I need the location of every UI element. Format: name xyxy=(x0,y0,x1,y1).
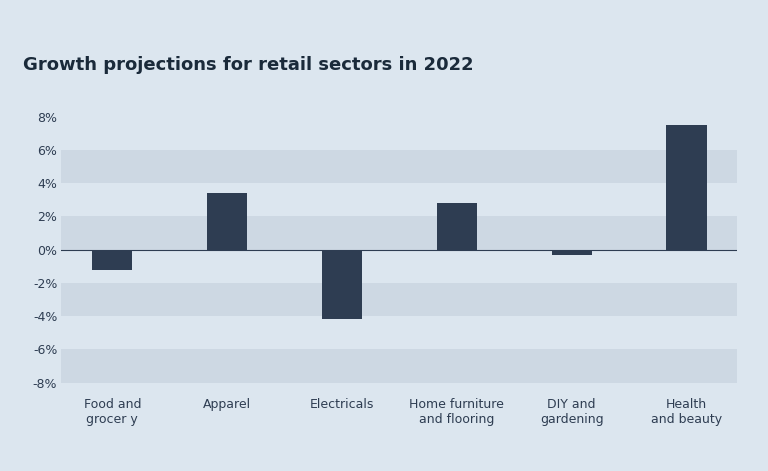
Bar xyxy=(322,250,362,319)
Bar xyxy=(61,250,737,283)
Bar xyxy=(61,283,737,316)
Bar xyxy=(61,349,737,382)
Bar xyxy=(551,250,591,255)
Bar xyxy=(61,117,737,150)
Bar xyxy=(437,203,477,250)
Bar xyxy=(61,150,737,183)
Bar xyxy=(667,125,707,250)
Bar xyxy=(207,193,247,250)
Bar xyxy=(61,216,737,250)
Text: Growth projections for retail sectors in 2022: Growth projections for retail sectors in… xyxy=(23,56,474,74)
Bar xyxy=(61,183,737,216)
Bar xyxy=(61,316,737,349)
Bar xyxy=(92,250,132,269)
